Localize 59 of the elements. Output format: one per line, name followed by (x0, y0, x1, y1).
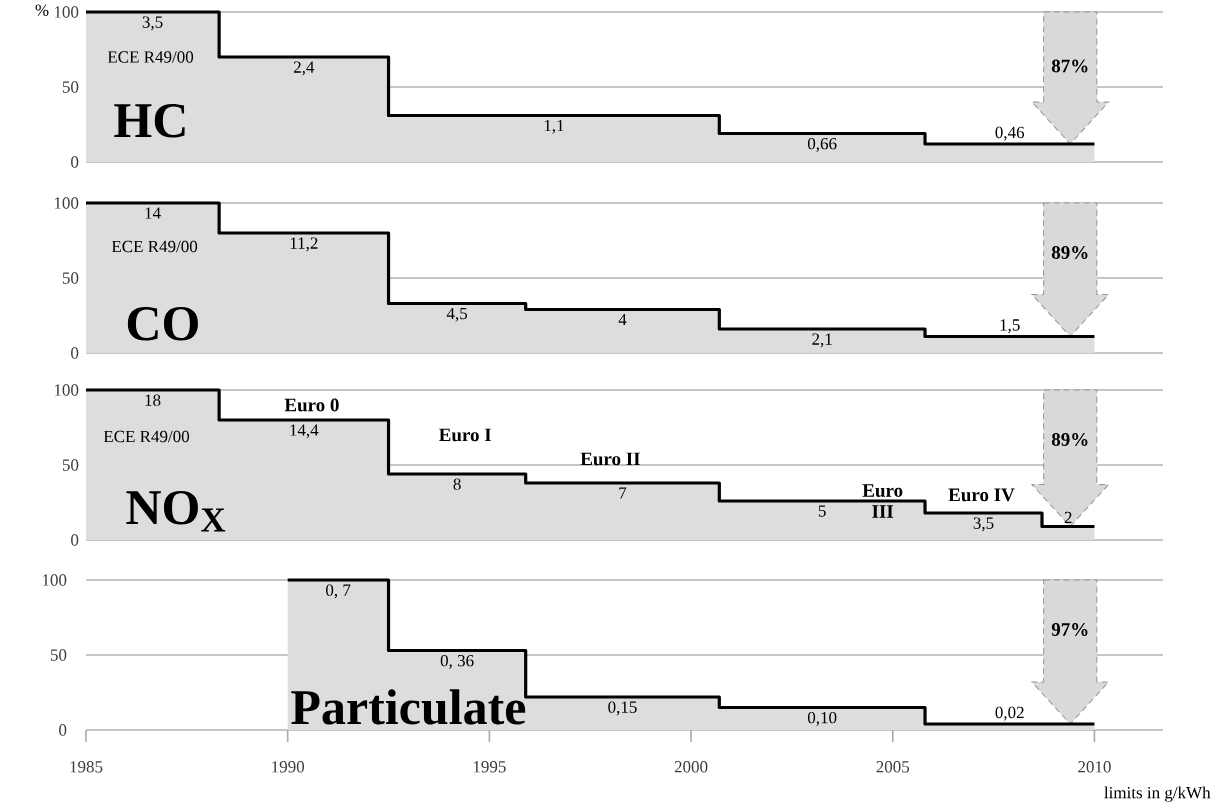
annotation: Euro 0 (284, 398, 339, 412)
annotation: 4,5 (446, 307, 468, 322)
annotation: 1,5 (1000, 319, 1020, 334)
annotation: 2 (1064, 511, 1072, 524)
y-tick-label: 50 (62, 81, 79, 93)
annotation: Euro IV (948, 488, 1015, 502)
x-tick-label: 2005 (876, 761, 910, 773)
x-tick-label: 2000 (674, 761, 708, 773)
annotation: 14,4 (290, 424, 319, 439)
annotation: 0, 7 (326, 584, 351, 599)
annotation: 0,15 (608, 701, 637, 716)
annotation: 8 (453, 478, 461, 490)
y-tick-label: 50 (62, 272, 79, 284)
annotation: 97% (1051, 623, 1088, 636)
annotation: 0, 36 (440, 654, 474, 669)
annotation: 0,02 (995, 706, 1024, 721)
annotation: 87% (1051, 59, 1088, 73)
x-axis-title: limits in g/kWh (1104, 786, 1211, 802)
text: NO$_{X}$ (126, 490, 226, 532)
annotation: 2,1 (812, 333, 832, 348)
y-tick-label: 100 (42, 574, 67, 586)
annotation: ECE R49/00 (111, 240, 198, 253)
annotation: 1,1 (544, 119, 564, 134)
y-tick-label: 100 (54, 6, 79, 18)
y-tick-label: 0 (71, 156, 79, 168)
annotation: Euro II (580, 452, 640, 466)
x-tick-label: 2010 (1078, 761, 1111, 773)
y-axis-title: % (35, 4, 49, 16)
x-tick-label: 1985 (70, 761, 103, 773)
y-tick-label: 0 (71, 347, 79, 359)
text: CO (127, 306, 198, 341)
annotation: 0,10 (807, 711, 837, 726)
x-tick-label: 1995 (473, 761, 506, 773)
y-tick-label: 0 (71, 534, 79, 546)
annotation: Euro III (862, 484, 903, 518)
y-tick-label: 0 (59, 724, 67, 736)
y-tick-label: 100 (54, 384, 79, 396)
annotation: 4 (618, 313, 627, 326)
text: Particulate (291, 689, 526, 725)
annotation: ECE R49/00 (107, 51, 194, 63)
annotation: Euro I (439, 428, 491, 442)
text: HC (114, 103, 185, 138)
annotation: 14 (145, 207, 161, 219)
annotation: 11,2 (290, 237, 318, 252)
y-tick-label: 50 (50, 649, 67, 661)
y-tick-label: 50 (62, 459, 79, 471)
annotation: 0,66 (807, 137, 837, 152)
annotation: 0,46 (995, 126, 1025, 141)
annotation: 2,4 (293, 61, 315, 76)
x-tick-label: 1990 (272, 761, 305, 773)
annotation: 7 (619, 487, 627, 499)
annotation: 3,5 (973, 517, 994, 532)
annotation: 89% (1051, 246, 1088, 259)
annotation: ECE R49/00 (103, 430, 190, 443)
annotation: 18 (145, 394, 161, 406)
annotation: 5 (818, 505, 826, 517)
annotation: 89% (1051, 433, 1088, 446)
annotation: 3,5 (142, 16, 163, 31)
y-tick-label: 100 (54, 197, 79, 209)
